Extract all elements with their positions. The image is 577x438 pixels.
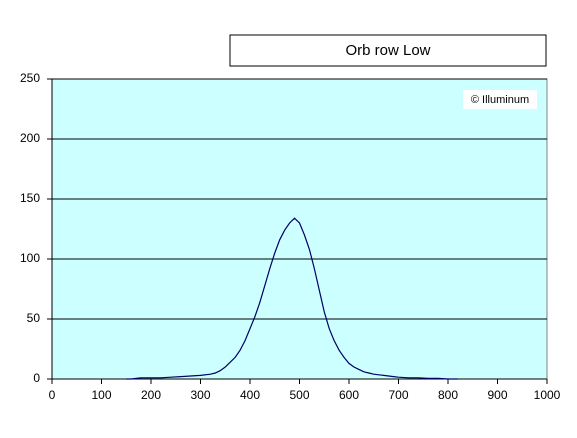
chart-title: Orb row Low — [345, 42, 430, 59]
y-tick-label: 250 — [20, 71, 40, 85]
x-tick-label: 900 — [487, 388, 507, 402]
y-tick-label: 100 — [20, 251, 40, 265]
y-tick-label: 200 — [20, 131, 40, 145]
x-tick-label: 400 — [240, 388, 260, 402]
x-tick-label: 500 — [289, 388, 309, 402]
x-tick-label: 200 — [141, 388, 161, 402]
x-tick-label: 600 — [339, 388, 359, 402]
x-tick-label: 300 — [190, 388, 210, 402]
x-tick-label: 100 — [91, 388, 111, 402]
x-tick-label: 700 — [388, 388, 408, 402]
annotation: © Illuminum — [471, 94, 529, 106]
title-box — [229, 34, 547, 67]
x-tick-label: 0 — [49, 388, 56, 402]
y-tick-label: 150 — [20, 191, 40, 205]
y-tick-label: 50 — [27, 311, 41, 325]
y-tick-label: 0 — [33, 371, 40, 385]
x-tick-label: 800 — [438, 388, 458, 402]
annotation-box — [463, 90, 537, 109]
data-line — [126, 217, 458, 380]
plot-area — [51, 78, 548, 380]
x-tick-label: 1000 — [534, 388, 561, 402]
